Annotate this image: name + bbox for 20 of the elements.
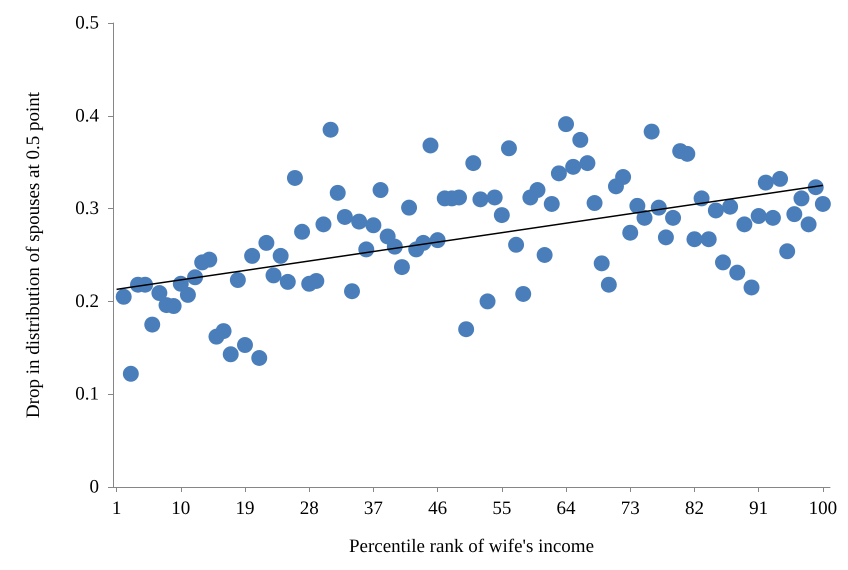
x-tick-label: 19 — [235, 498, 254, 519]
x-tick-label: 10 — [171, 498, 190, 519]
y-tick-label: 0 — [90, 476, 99, 498]
x-tick-label: 1 — [112, 498, 122, 519]
x-tick-label: 46 — [428, 498, 448, 519]
y-tick-label: 0.3 — [75, 198, 99, 220]
x-tick-label: 37 — [364, 498, 383, 519]
x-tick-label: 82 — [684, 498, 704, 519]
y-axis-title: Drop in distribution of spouses at 0.5 point — [23, 91, 44, 418]
x-tick-label: 73 — [620, 498, 640, 519]
x-tick-label: 91 — [749, 498, 768, 519]
y-tick-label: 0.2 — [75, 290, 99, 312]
x-tick-label: 55 — [492, 498, 512, 519]
y-tick-label: 0.4 — [75, 105, 100, 126]
y-tick-label: 0.1 — [75, 384, 99, 405]
x-axis-title: Percentile rank of wife's income — [348, 536, 594, 557]
x-tick-label: 28 — [300, 498, 319, 519]
y-tick-label: 0.5 — [75, 12, 99, 34]
x-tick-label: 64 — [556, 498, 576, 519]
x-tick-label: 100 — [808, 498, 838, 519]
